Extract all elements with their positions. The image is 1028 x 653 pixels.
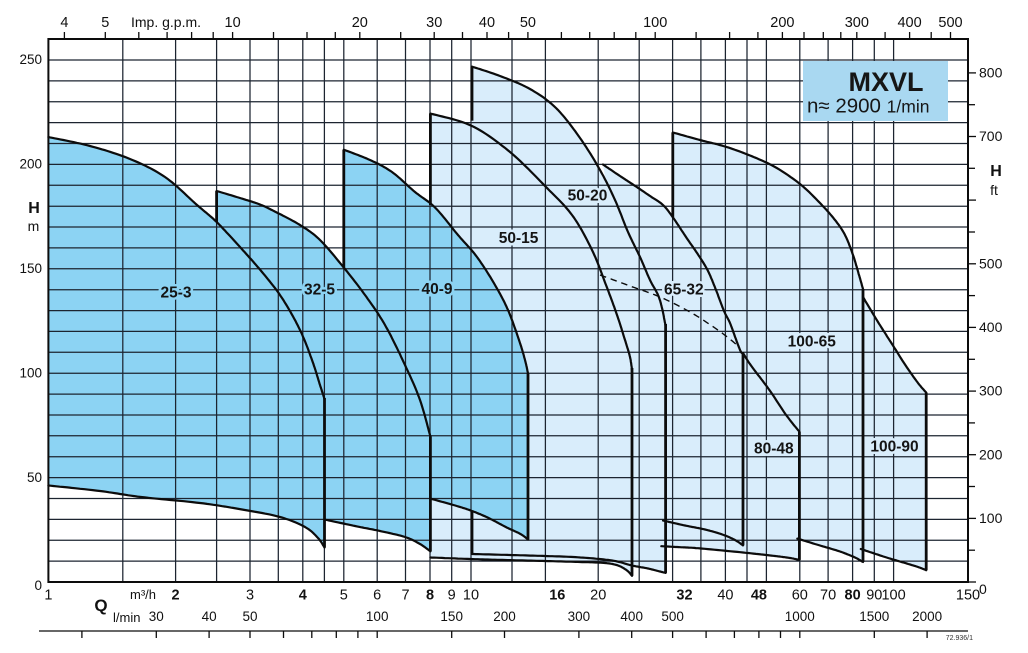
svg-text:50-20: 50-20 (568, 188, 608, 205)
svg-text:n≈ 2900 1/min: n≈ 2900 1/min (807, 95, 929, 118)
svg-text:10: 10 (463, 588, 479, 604)
svg-text:5: 5 (340, 588, 348, 604)
svg-text:10: 10 (225, 15, 241, 31)
svg-text:Imp. g.p.m.: Imp. g.p.m. (131, 14, 201, 30)
svg-text:16: 16 (549, 588, 565, 604)
svg-text:25-3: 25-3 (160, 285, 191, 302)
svg-text:500: 500 (979, 255, 1003, 271)
svg-text:65-32: 65-32 (664, 282, 704, 299)
svg-text:m: m (28, 218, 40, 234)
svg-text:150: 150 (440, 609, 463, 624)
svg-text:150: 150 (956, 588, 980, 604)
svg-text:300: 300 (568, 609, 591, 624)
svg-text:150: 150 (19, 261, 42, 276)
svg-text:100: 100 (19, 365, 42, 380)
svg-text:30: 30 (426, 15, 442, 31)
svg-text:32-5: 32-5 (304, 282, 335, 299)
svg-text:0: 0 (34, 578, 42, 593)
svg-text:72.936/1: 72.936/1 (946, 635, 973, 642)
svg-text:6: 6 (373, 588, 381, 604)
svg-text:200: 200 (979, 446, 1003, 462)
svg-text:1: 1 (44, 588, 52, 604)
svg-text:400: 400 (897, 15, 921, 31)
svg-text:l/min: l/min (113, 610, 140, 625)
svg-text:90: 90 (866, 588, 882, 604)
svg-text:4: 4 (60, 15, 68, 31)
svg-text:32: 32 (676, 588, 692, 604)
svg-text:3: 3 (246, 588, 254, 604)
svg-text:40: 40 (717, 588, 733, 604)
svg-text:500: 500 (938, 15, 962, 31)
svg-text:200: 200 (493, 609, 516, 624)
svg-text:100: 100 (643, 15, 667, 31)
svg-text:H: H (28, 200, 40, 217)
svg-text:40-9: 40-9 (421, 281, 452, 298)
svg-text:8: 8 (426, 588, 434, 604)
svg-text:200: 200 (770, 15, 794, 31)
svg-text:60: 60 (792, 588, 808, 604)
svg-text:ft: ft (990, 182, 998, 198)
svg-text:300: 300 (845, 15, 869, 31)
svg-text:1000: 1000 (785, 609, 815, 624)
svg-text:50-15: 50-15 (499, 230, 539, 247)
svg-text:20: 20 (352, 15, 368, 31)
svg-text:200: 200 (19, 157, 42, 172)
svg-text:5: 5 (101, 15, 109, 31)
svg-text:700: 700 (979, 128, 1003, 144)
svg-text:2: 2 (172, 588, 180, 604)
svg-text:100-65: 100-65 (788, 334, 837, 351)
svg-text:100: 100 (979, 510, 1003, 526)
svg-text:Q: Q (94, 596, 107, 615)
svg-text:MXVL: MXVL (848, 67, 923, 97)
svg-text:100-90: 100-90 (870, 439, 918, 456)
svg-text:1500: 1500 (859, 609, 889, 624)
svg-text:2000: 2000 (912, 609, 942, 624)
svg-text:80: 80 (845, 588, 861, 604)
svg-text:300: 300 (979, 383, 1003, 399)
svg-text:100: 100 (366, 609, 389, 624)
svg-text:30: 30 (149, 609, 164, 624)
svg-text:0: 0 (979, 581, 987, 597)
svg-text:48: 48 (751, 588, 767, 604)
svg-text:400: 400 (979, 319, 1003, 335)
svg-text:20: 20 (590, 588, 606, 604)
svg-text:250: 250 (19, 52, 42, 67)
svg-text:m³/h: m³/h (130, 587, 156, 602)
svg-text:400: 400 (620, 609, 643, 624)
svg-text:50: 50 (242, 609, 257, 624)
svg-text:9: 9 (448, 588, 456, 604)
svg-text:100: 100 (881, 588, 905, 604)
svg-text:40: 40 (479, 15, 495, 31)
svg-text:7: 7 (401, 588, 409, 604)
svg-text:H: H (990, 163, 1002, 180)
svg-text:800: 800 (979, 65, 1003, 81)
svg-text:50: 50 (520, 15, 536, 31)
svg-text:50: 50 (27, 470, 42, 485)
svg-text:500: 500 (661, 609, 684, 624)
svg-text:40: 40 (202, 609, 217, 624)
svg-text:80-48: 80-48 (754, 440, 794, 457)
svg-text:4: 4 (299, 588, 307, 604)
svg-text:70: 70 (820, 588, 836, 604)
